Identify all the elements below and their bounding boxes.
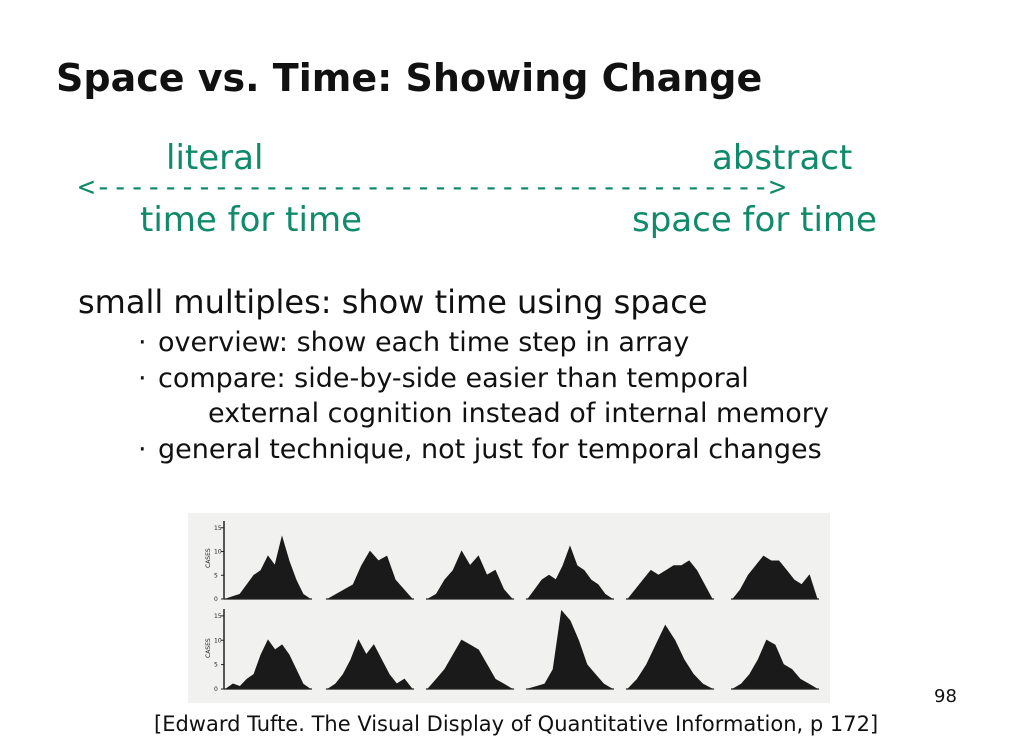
row1-multiple-4: [527, 545, 614, 600]
row2-multiple-6: [731, 639, 819, 690]
row2-multiple-2: [326, 639, 414, 690]
axis-label-time-for-time: time for time: [140, 200, 362, 240]
bullet-text: compare: side-by-side easier than tempor…: [158, 363, 749, 394]
axis-label-abstract: abstract: [712, 138, 853, 178]
row2-tick-label-0: 15: [214, 613, 222, 620]
bullet-text: external cognition instead of internal m…: [208, 398, 829, 429]
bullet-text: overview: show each time step in array: [158, 327, 690, 358]
row2-tick-label-1: 10: [214, 637, 222, 644]
figure-ticks: 15 10 5 0 15 10 5 0: [214, 525, 224, 693]
row2-multiple-4: [527, 609, 614, 690]
row1-tick-label-3: 0: [214, 596, 218, 603]
bullet-overview: · overview: show each time step in array: [138, 327, 689, 358]
bullet-marker: ·: [138, 327, 147, 358]
bullet-marker: ·: [138, 434, 147, 465]
axis-label-literal: literal: [166, 138, 264, 178]
citation: [Edward Tufte. The Visual Display of Qua…: [154, 712, 879, 736]
small-multiples-svg: CASES CASES 15 10 5 0 15 10 5 0: [205, 521, 819, 693]
row1-multiple-5: [626, 560, 713, 600]
row2-tick-label-2: 5: [214, 662, 218, 669]
slide-title: Space vs. Time: Showing Change: [56, 56, 763, 100]
small-multiples-figure: CASES CASES 15 10 5 0 15 10 5 0: [188, 513, 830, 703]
double-arrow: <---------------------------------------…: [78, 170, 787, 203]
row1-multiple-6: [731, 555, 818, 600]
row2-multiple-3: [426, 639, 514, 690]
row1-multiple-3: [426, 550, 514, 600]
bullet-compare: · compare: side-by-side easier than tempo…: [138, 363, 749, 394]
row1-y-label: CASES: [205, 548, 212, 568]
page-number: 98: [934, 686, 957, 707]
bullet-text: general technique, not just for temporal…: [158, 434, 822, 465]
row2-tick-label-3: 0: [214, 686, 218, 693]
bullet-marker: ·: [138, 363, 147, 394]
row2-multiple-5: [626, 624, 713, 690]
row1-tick-label-1: 10: [214, 549, 222, 556]
bullet-general-technique: · general technique, not just for tempora…: [138, 434, 822, 465]
section-heading: small multiples: show time using space: [78, 283, 708, 321]
row2-multiple-1: [224, 639, 312, 690]
row1-tick-label-2: 5: [214, 572, 218, 579]
row1-multiple-2: [326, 550, 414, 600]
axis-label-space-for-time: space for time: [632, 200, 877, 240]
figure-axes: CASES CASES: [205, 521, 225, 689]
multiples-group: [224, 535, 819, 690]
sub-bullet-external-cognition: external cognition instead of internal m…: [208, 398, 829, 429]
row1-tick-label-0: 15: [214, 525, 222, 532]
row1-multiple-1: [225, 535, 312, 600]
row2-y-label: CASES: [205, 638, 212, 658]
